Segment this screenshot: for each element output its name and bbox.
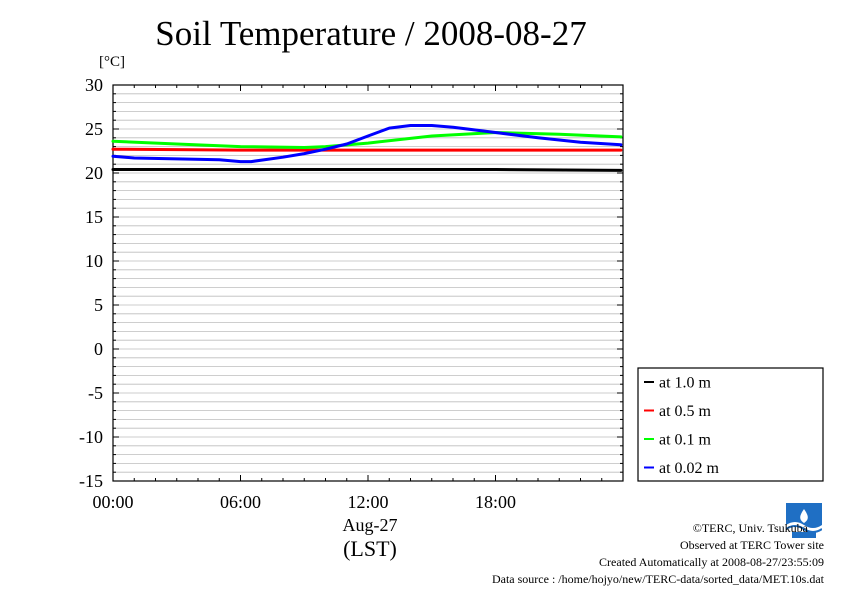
data-source-text: Data source : /home/hojyo/new/TERC-data/… [491, 572, 824, 586]
x-tick-label: 06:00 [220, 492, 261, 512]
series-line-2 [111, 147, 623, 152]
y-tick-label: 5 [94, 295, 103, 315]
observed-text: Observed at TERC Tower site [679, 538, 824, 552]
legend-label: at 0.1 m [659, 432, 712, 449]
y-tick-label: 15 [85, 207, 103, 227]
legend-box [637, 367, 824, 482]
chart-title: Soil Temperature / 2008-08-27 [155, 14, 587, 53]
y-tick-label: -10 [79, 427, 103, 447]
y-tick-label: -15 [79, 471, 103, 491]
x-axis-label: (LST) [343, 536, 397, 561]
y-axis-unit: [°C] [99, 54, 125, 70]
y-tick-label: 30 [85, 75, 103, 95]
x-tick-label: 18:00 [475, 492, 516, 512]
y-tick-label: 25 [85, 119, 103, 139]
legend-label: at 0.02 m [659, 460, 720, 477]
copyright-text: ©TERC, Univ. Tsukuba [692, 521, 808, 535]
legend-label: at 1.0 m [659, 375, 712, 392]
y-tick-label: 0 [94, 339, 103, 359]
x-tick-label: 12:00 [347, 492, 388, 512]
legend-label: at 0.5 m [659, 403, 712, 420]
legend: at 1.0 m at 0.5 m at 0.1 m at 0.02 m [637, 367, 824, 482]
y-tick-label: 10 [85, 251, 103, 271]
terc-logo-icon [786, 503, 822, 539]
y-tick-label: -5 [88, 383, 103, 403]
x-axis-date: Aug-27 [342, 515, 398, 535]
x-tick-label: 00:00 [92, 492, 133, 512]
created-text: Created Automatically at 2008-08-27/23:5… [599, 555, 824, 569]
y-tick-label: 20 [85, 163, 103, 183]
series-line-1 [111, 168, 623, 172]
series-line-4 [111, 124, 623, 164]
